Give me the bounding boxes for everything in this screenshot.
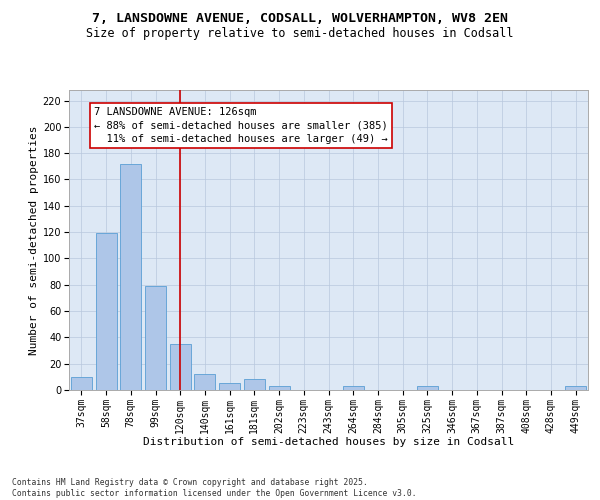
- Text: Size of property relative to semi-detached houses in Codsall: Size of property relative to semi-detach…: [86, 28, 514, 40]
- Bar: [170, 344, 191, 390]
- Text: Contains HM Land Registry data © Crown copyright and database right 2025.
Contai: Contains HM Land Registry data © Crown c…: [12, 478, 416, 498]
- Bar: [565, 386, 586, 390]
- Bar: [417, 386, 438, 390]
- Bar: [343, 386, 364, 390]
- Bar: [120, 164, 141, 390]
- Bar: [244, 380, 265, 390]
- Bar: [194, 374, 215, 390]
- Bar: [95, 234, 116, 390]
- Bar: [145, 286, 166, 390]
- Y-axis label: Number of semi-detached properties: Number of semi-detached properties: [29, 125, 38, 355]
- Text: 7 LANSDOWNE AVENUE: 126sqm
← 88% of semi-detached houses are smaller (385)
  11%: 7 LANSDOWNE AVENUE: 126sqm ← 88% of semi…: [94, 107, 388, 144]
- X-axis label: Distribution of semi-detached houses by size in Codsall: Distribution of semi-detached houses by …: [143, 437, 514, 447]
- Bar: [219, 384, 240, 390]
- Text: 7, LANSDOWNE AVENUE, CODSALL, WOLVERHAMPTON, WV8 2EN: 7, LANSDOWNE AVENUE, CODSALL, WOLVERHAMP…: [92, 12, 508, 26]
- Bar: [269, 386, 290, 390]
- Bar: [71, 377, 92, 390]
